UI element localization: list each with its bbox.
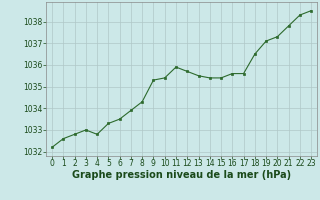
X-axis label: Graphe pression niveau de la mer (hPa): Graphe pression niveau de la mer (hPa) <box>72 170 291 180</box>
